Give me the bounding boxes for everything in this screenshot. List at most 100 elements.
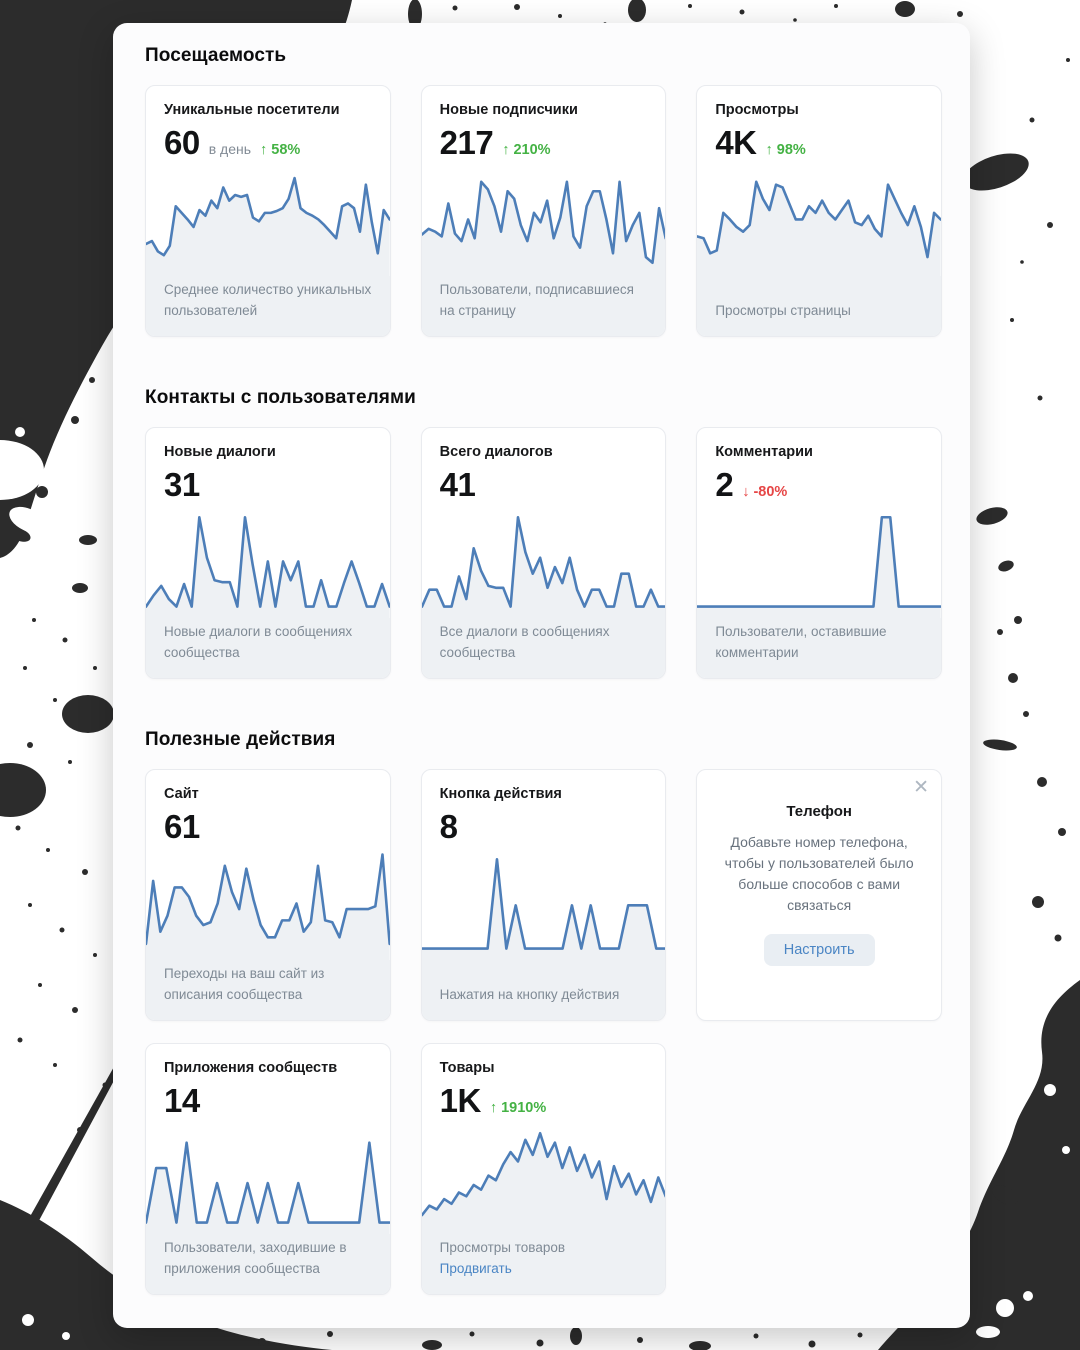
metric-value: 61 (164, 808, 200, 845)
card-website: Сайт 61 Переходы на ваш сайт из описания… (145, 769, 391, 1021)
delta-percent: 1910% (501, 1100, 547, 1116)
card-head: Комментарии 2 ↓ -80% (697, 428, 941, 503)
metric-unit: в день (208, 141, 252, 157)
card-title: Сайт (164, 786, 199, 802)
metric-value: 8 (439, 808, 458, 845)
card-head: Кнопка действия 8 (422, 770, 666, 845)
metric-description: Среднее количество уникальных пользовате… (146, 276, 390, 336)
cards-row: Сайт 61 Переходы на ваш сайт из описания… (145, 769, 942, 1021)
cards-row: Приложения сообществ 14 Пользователи, за… (145, 1043, 942, 1295)
section-useful-actions: Полезные действия Сайт 61 Переходы на ва… (145, 729, 942, 1295)
sparkline-chart (697, 504, 941, 618)
card-title: Уникальные посетители (164, 102, 340, 118)
card-title: Новые диалоги (164, 444, 276, 460)
close-icon[interactable]: ✕ (913, 777, 929, 798)
arrow-up-icon: ↑ (765, 142, 773, 158)
sparkline-chart (421, 846, 666, 960)
card-title: Приложения сообществ (164, 1060, 338, 1076)
metric-description: Пользователи, заходившие в приложения со… (146, 1234, 390, 1294)
arrow-up-icon: ↑ (489, 1100, 498, 1116)
metric-value: 31 (164, 466, 200, 503)
arrow-up-icon: ↑ (260, 142, 268, 158)
card-title: Комментарии (715, 444, 813, 460)
sparkline-chart (421, 504, 666, 618)
card-new-dialogs: Новые диалоги 31 Новые диалоги в сообщен… (145, 427, 391, 679)
section-title-contacts: Контакты с пользователями (145, 387, 416, 408)
metric-description: Просмотры товаров Продвигать (421, 1234, 666, 1294)
card-phone-promo: ✕ Телефон Добавьте номер телефона, чтобы… (696, 769, 942, 1021)
metric-description: Пользователи, оставившие комментарии (697, 618, 941, 678)
metric-description: Нажатия на кнопку действия (421, 960, 666, 1020)
metric-value: 60 (164, 124, 200, 161)
statistics-panel: Посещаемость Уникальные посетители 60 в … (113, 23, 970, 1328)
metric-delta: ↑ 1910% (490, 1100, 546, 1116)
promote-link[interactable]: Продвигать (439, 1261, 512, 1277)
card-comments: Комментарии 2 ↓ -80% Пользователи, остав… (696, 427, 942, 679)
stat-row: 4K ↑ 98% (715, 124, 923, 161)
card-head: Всего диалогов 41 (422, 428, 666, 503)
metric-delta: ↑ 210% (502, 142, 550, 158)
delta-percent: 210% (513, 142, 551, 158)
metric-value: 41 (439, 466, 476, 503)
card-title: Товары (439, 1060, 495, 1076)
sparkline-chart (421, 162, 666, 276)
card-title: Просмотры (715, 102, 799, 118)
metric-description: Просмотры страницы (697, 276, 941, 336)
cards-row: Новые диалоги 31 Новые диалоги в сообщен… (145, 427, 942, 679)
metric-description: Пользователи, подписавшиеся на страницу (421, 276, 666, 336)
card-head: Новые подписчики 217 ↑ 210% (422, 86, 666, 161)
card-new-subscribers: Новые подписчики 217 ↑ 210% Пользователи… (420, 85, 667, 337)
card-title: Всего диалогов (439, 444, 553, 460)
section-attendance: Посещаемость Уникальные посетители 60 в … (145, 45, 942, 337)
stat-row: 41 (439, 466, 648, 503)
stat-row: 217 ↑ 210% (439, 124, 648, 161)
card-head: Просмотры 4K ↑ 98% (697, 86, 941, 161)
metric-delta: ↑ 98% (766, 142, 806, 158)
stat-row: 31 (164, 466, 372, 503)
card-action-button: Кнопка действия 8 Нажатия на кнопку дейс… (420, 769, 667, 1021)
card-title: Кнопка действия (439, 786, 562, 802)
metric-value: 1K (439, 1082, 482, 1119)
arrow-down-icon: ↓ (742, 484, 750, 500)
card-head: Приложения сообществ 14 (146, 1044, 390, 1119)
card-community-apps: Приложения сообществ 14 Пользователи, за… (145, 1043, 391, 1295)
delta-percent: 98% (776, 142, 806, 158)
metric-description: Переходы на ваш сайт из описания сообщес… (146, 960, 390, 1020)
promo-body: Добавьте номер телефона, чтобы у пользов… (724, 833, 914, 913)
metric-value: 217 (439, 124, 494, 161)
stat-row: 2 ↓ -80% (715, 466, 923, 503)
card-unique-visitors: Уникальные посетители 60 в день ↑ 58% Ср… (145, 85, 391, 337)
card-total-dialogs: Всего диалогов 41 Все диалоги в сообщени… (420, 427, 667, 679)
delta-percent: 58% (271, 142, 301, 158)
sparkline-chart (146, 504, 390, 618)
sparkline-chart (146, 846, 390, 960)
card-head: Уникальные посетители 60 в день ↑ 58% (146, 86, 390, 161)
metric-description: Новые диалоги в сообщениях сообщества (146, 618, 390, 678)
cards-row: Уникальные посетители 60 в день ↑ 58% Ср… (145, 85, 942, 337)
metric-value: 4K (715, 124, 757, 161)
promo-title: Телефон (786, 802, 852, 820)
sparkline-chart (146, 1120, 390, 1234)
stat-row: 8 (439, 808, 648, 845)
stat-row: 1K ↑ 1910% (439, 1082, 648, 1119)
section-title-useful-actions: Полезные действия (145, 729, 336, 750)
metric-value: 14 (164, 1082, 200, 1119)
delta-percent: -80% (753, 484, 788, 500)
card-title: Новые подписчики (439, 102, 578, 118)
sparkline-chart (697, 162, 941, 276)
metric-delta: ↑ 58% (260, 142, 300, 158)
stat-row: 60 в день ↑ 58% (164, 124, 372, 161)
card-views: Просмотры 4K ↑ 98% Просмотры страницы (696, 85, 942, 337)
stat-row: 14 (164, 1082, 372, 1119)
card-head: Сайт 61 (146, 770, 390, 845)
section-title-attendance: Посещаемость (145, 45, 287, 66)
metric-description: Все диалоги в сообщениях сообщества (421, 618, 666, 678)
metric-value: 2 (715, 466, 734, 503)
card-head: Новые диалоги 31 (146, 428, 390, 503)
sparkline-chart (146, 162, 390, 276)
arrow-up-icon: ↑ (502, 142, 510, 158)
configure-button[interactable]: Настроить (763, 933, 875, 966)
sparkline-chart (421, 1120, 666, 1234)
card-goods: Товары 1K ↑ 1910% Просмотры товаров Прод… (420, 1043, 667, 1295)
